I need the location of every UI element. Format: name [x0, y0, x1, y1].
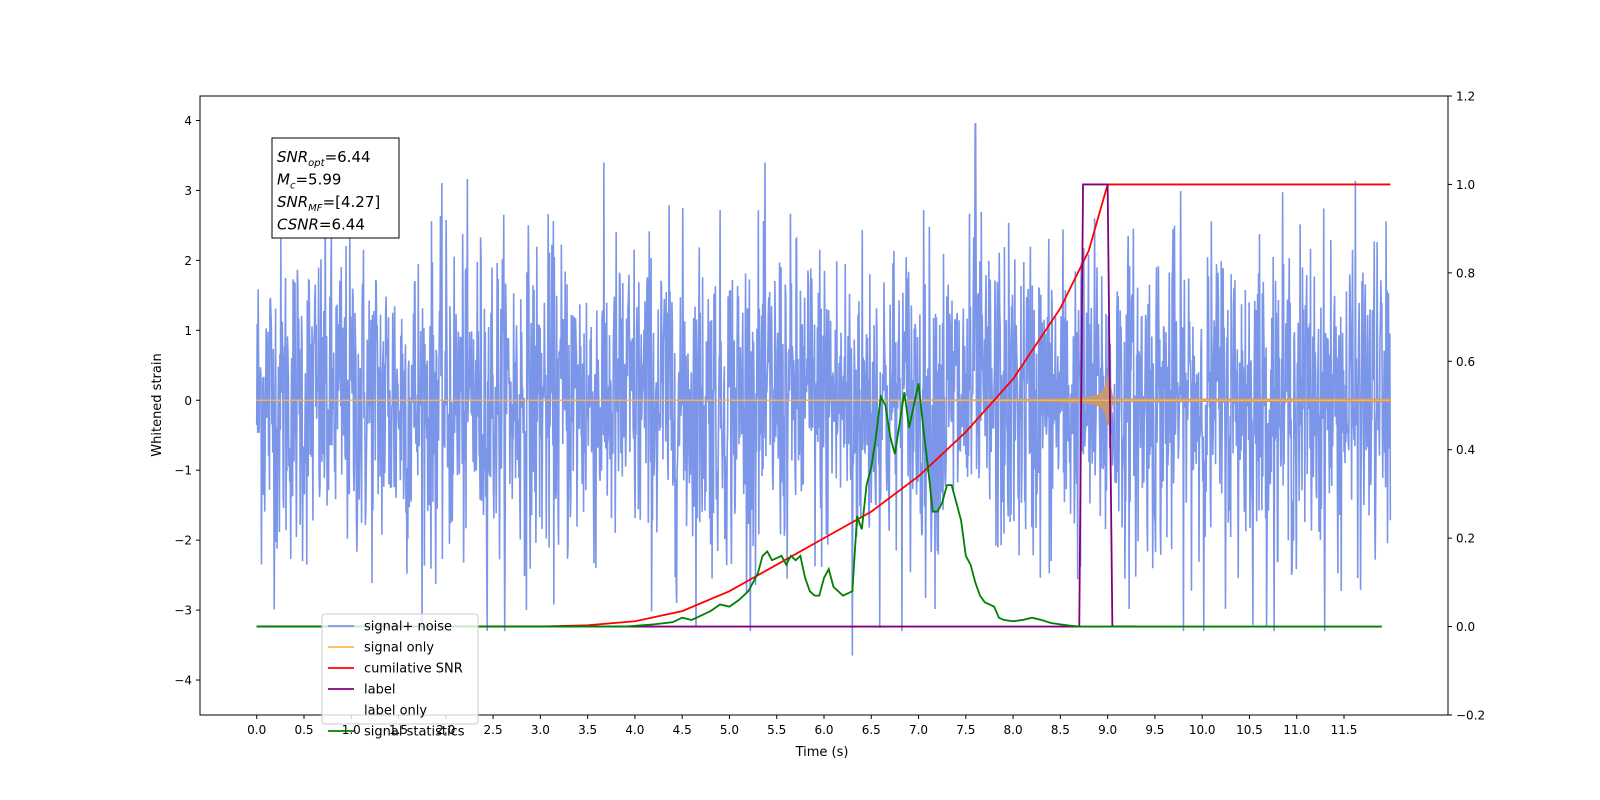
y-right-tick-label: 0.0 [1456, 620, 1475, 634]
y-right-tick-label: 0.8 [1456, 266, 1475, 280]
y-right-tick-label: 0.2 [1456, 532, 1475, 546]
y-right-tick-label: 0.6 [1456, 355, 1475, 369]
legend-entry: label only [364, 704, 427, 719]
y-axis-right: −0.2 0.0 0.2 0.4 0.6 0.8 1.0 1.2 [1448, 90, 1485, 723]
y-right-tick-label: 0.4 [1456, 443, 1475, 457]
x-tick-label: 10.0 [1189, 723, 1216, 737]
x-tick-label: 7.5 [956, 723, 975, 737]
annotation-line: SNRopt=6.44 [277, 148, 371, 169]
y-left-tick-label: 0 [184, 394, 192, 408]
x-tick-label: 4.0 [625, 723, 644, 737]
legend-frame [321, 613, 479, 725]
y-axis-label: Whitened strain [150, 353, 165, 456]
x-tick-label: 11.0 [1283, 723, 1310, 737]
x-tick-label: 9.5 [1145, 723, 1164, 737]
series-signal-statistics [256, 383, 1382, 628]
y-left-tick-label: −4 [174, 674, 192, 688]
annotation-box [271, 137, 400, 239]
x-tick-label: 11.5 [1331, 723, 1358, 737]
annotation-line: Mc=5.99 [277, 171, 341, 192]
x-tick-label: 1.5 [389, 723, 408, 737]
x-tick-label: 7.0 [909, 723, 928, 737]
annotation-line: SNRMF=[4.27] [277, 193, 380, 214]
x-tick-label: 8.0 [1004, 723, 1023, 737]
x-tick-label: 6.5 [862, 723, 881, 737]
annotation-line: CSNR=6.44 [277, 216, 365, 234]
x-axis: 0.0 0.5 1.0 1.5 2.0 2.5 3.0 3.5 4.0 4.5 5.0 5.5 6.0 6… [247, 715, 1357, 737]
y-left-tick-label: 1 [184, 324, 192, 338]
x-tick-label: 8.5 [1051, 723, 1070, 737]
x-tick-label: 10.5 [1236, 723, 1263, 737]
x-tick-label: 1.0 [342, 723, 361, 737]
x-tick-label: 4.5 [673, 723, 692, 737]
x-tick-label: 3.0 [531, 723, 550, 737]
legend-entry: signal+ noise [364, 620, 452, 635]
series-layer [255, 123, 1392, 656]
y-right-tick-label: −0.2 [1456, 709, 1485, 723]
x-tick-label: 9.0 [1098, 723, 1117, 737]
y-axis-left: −4 −3 −2 −1 0 1 2 3 4 [174, 114, 200, 688]
x-tick-label: 0.5 [294, 723, 313, 737]
series-cumilative-snr [256, 183, 1391, 628]
y-right-tick-label: 1.0 [1456, 178, 1475, 192]
legend-entry: signal statistics [364, 725, 465, 740]
legend: signal+ noise signal only cumilative SNR la… [321, 613, 479, 740]
x-tick-label: 0.0 [247, 723, 266, 737]
legend-entry: label [364, 683, 395, 698]
y-left-tick-label: 2 [184, 254, 192, 268]
x-tick-label: 2.0 [436, 723, 455, 737]
x-tick-label: 2.5 [484, 723, 503, 737]
x-tick-label: 5.5 [767, 723, 786, 737]
y-left-tick-label: −1 [174, 464, 192, 478]
y-left-tick-label: −2 [174, 534, 192, 548]
legend-entry: cumilative SNR [364, 662, 463, 677]
x-axis-label: Time (s) [795, 745, 849, 760]
y-left-tick-label: 4 [184, 114, 192, 128]
y-left-tick-label: −3 [174, 604, 192, 618]
y-left-tick-label: 3 [184, 184, 192, 198]
x-tick-label: 6.0 [814, 723, 833, 737]
x-tick-label: 3.5 [578, 723, 597, 737]
legend-entry: signal only [364, 641, 434, 656]
x-tick-label: 5.0 [720, 723, 739, 737]
series-signal-plus-noise [255, 123, 1392, 656]
y-right-tick-label: 1.2 [1456, 90, 1475, 104]
